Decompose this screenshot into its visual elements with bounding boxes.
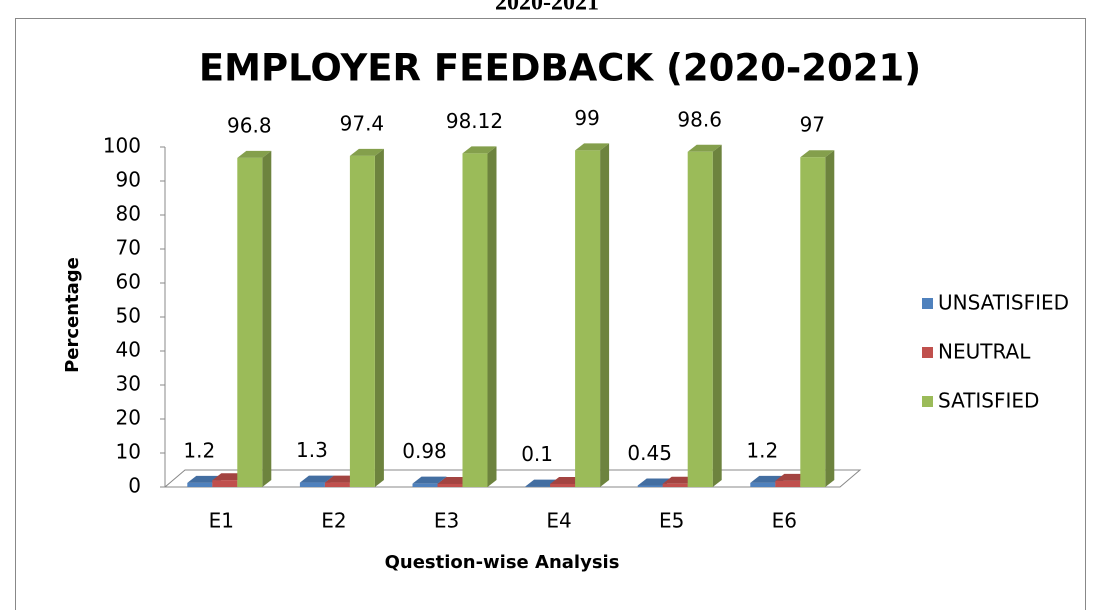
y-tick-label: 80: [116, 202, 141, 226]
x-tick-label: E5: [659, 509, 684, 533]
x-tick-label: E6: [772, 509, 797, 533]
legend-swatch: [922, 347, 933, 358]
legend-label: NEUTRAL: [938, 340, 1031, 364]
bar: [575, 143, 610, 487]
legend-label: UNSATISFIED: [938, 291, 1069, 315]
bar-top: [462, 146, 497, 154]
x-tick-label: E4: [546, 509, 571, 533]
data-label: 1.2: [183, 438, 215, 462]
legend-label: SATISFIED: [938, 389, 1039, 413]
bar-top: [575, 143, 610, 151]
x-tick-label: E2: [321, 509, 346, 533]
y-tick-label: 100: [103, 134, 141, 158]
bar: [237, 150, 272, 487]
bar-top: [237, 150, 272, 158]
data-label: 1.2: [746, 438, 778, 462]
chart-frame: [15, 18, 1086, 610]
bar-front: [187, 482, 213, 487]
bar-front: [437, 483, 463, 487]
bar-front: [662, 483, 688, 487]
y-axis-title: Percentage: [62, 257, 83, 373]
x-axis-title: Question-wise Analysis: [385, 552, 620, 573]
bar-side: [487, 146, 497, 487]
data-label: 0.1: [521, 442, 553, 466]
bar-front: [237, 157, 263, 487]
bar-front: [324, 482, 350, 487]
x-tick-label: E1: [209, 509, 234, 533]
legend-swatch: [922, 396, 933, 407]
bar-side: [600, 143, 610, 487]
bar-side: [374, 148, 384, 487]
y-tick-label: 60: [116, 270, 141, 294]
data-label: 97.4: [340, 111, 385, 135]
data-label: 96.8: [227, 113, 272, 137]
bar-front: [412, 483, 438, 487]
bar-top: [349, 148, 384, 156]
x-tick-label: E3: [434, 509, 459, 533]
y-tick-label: 70: [116, 236, 141, 260]
bar-front: [750, 482, 776, 487]
chart-title: EMPLOYER FEEDBACK (2020-2021): [199, 47, 921, 90]
bar-side: [262, 150, 272, 487]
data-label: 99: [574, 106, 599, 130]
bar-front: [299, 482, 325, 487]
y-tick-label: 40: [116, 338, 141, 362]
y-tick-label: 20: [116, 406, 141, 430]
bar: [800, 150, 835, 487]
data-label: 0.98: [402, 439, 447, 463]
bar-top: [800, 150, 835, 158]
y-tick-label: 90: [116, 168, 141, 192]
bar-front: [575, 150, 601, 487]
y-tick-label: 50: [116, 304, 141, 328]
bar-front: [462, 153, 488, 487]
data-label: 98.6: [677, 107, 722, 131]
y-tick-label: 30: [116, 372, 141, 396]
data-label: 97: [800, 113, 825, 137]
bar-front: [687, 151, 713, 487]
bar-front: [212, 480, 238, 487]
bar: [349, 148, 384, 487]
bar-front: [775, 480, 801, 487]
bar-top: [687, 144, 722, 152]
bar-side: [712, 144, 722, 487]
y-tick-label: 0: [128, 474, 141, 498]
bar-side: [825, 150, 835, 487]
data-label: 0.45: [627, 441, 672, 465]
bar-top: [412, 476, 447, 484]
bar-front: [349, 155, 375, 487]
legend-swatch: [922, 298, 933, 309]
y-tick-label: 10: [116, 440, 141, 464]
bar-front: [637, 485, 663, 487]
data-label: 1.3: [296, 438, 328, 462]
bar-front: [800, 157, 826, 487]
page-heading: 2020-2021: [495, 0, 599, 16]
bar: [687, 144, 722, 487]
bar-top: [299, 475, 334, 483]
data-label: 98.12: [446, 109, 503, 133]
bar: [462, 146, 497, 487]
bar-front: [550, 483, 576, 487]
